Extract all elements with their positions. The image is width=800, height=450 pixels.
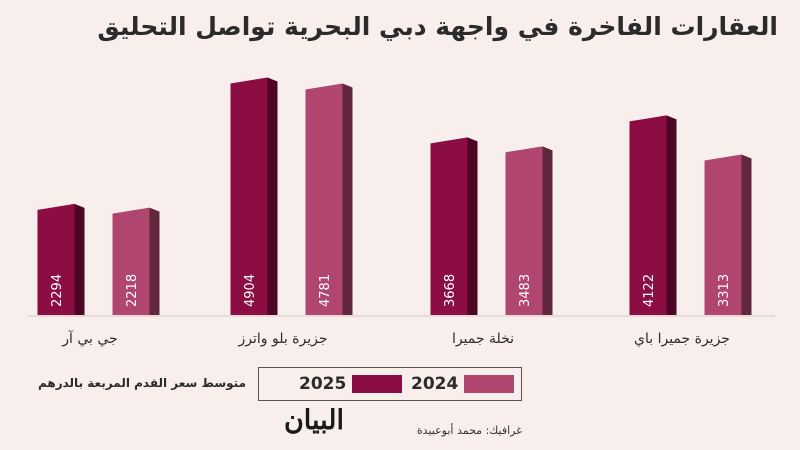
value-label-2024-3: 3313 <box>717 274 732 307</box>
bar-2024-0 <box>112 207 150 315</box>
value-label-2025-1: 4904 <box>243 274 258 307</box>
publisher-logo: البيان <box>283 405 345 436</box>
bar-side-2024-3 <box>741 154 752 315</box>
legend-label-2025: 2025 <box>299 374 347 394</box>
category-label-0: جي بي آر <box>61 330 117 347</box>
value-label-2025-2: 3668 <box>443 274 458 307</box>
legend-item-2024: 2024 <box>411 374 515 394</box>
value-label-2025-3: 4122 <box>642 274 657 307</box>
category-label-2: نخلة جميرا <box>452 331 514 347</box>
bar-chart: 2294 2218 جي بي آر 4904 4781 جزيرة بلو واترز 3… <box>28 77 775 347</box>
bar-2024-3 <box>704 154 742 315</box>
bar-2024-2 <box>505 146 543 315</box>
bar-2025-1 <box>230 77 268 315</box>
bar-side-2025-2 <box>467 137 478 315</box>
bar-side-2024-2 <box>542 146 553 315</box>
bar-2025-3 <box>629 115 667 316</box>
bar-side-2025-1 <box>267 77 278 315</box>
graphic-credit: غرافيك: محمد أبوعبيدة <box>416 424 522 437</box>
legend-swatch-2024 <box>464 375 515 393</box>
value-label-2024-1: 4781 <box>318 274 333 307</box>
bar-side-2025-3 <box>666 115 677 316</box>
bar-2025-2 <box>430 137 468 315</box>
legend-caption: متوسط سعر القدم المربعة بالدرهم <box>37 376 246 390</box>
category-label-1: جزيرة بلو واترز <box>237 331 327 347</box>
legend-label-2024: 2024 <box>411 374 459 394</box>
bar-side-2024-0 <box>149 207 160 315</box>
value-label-2024-0: 2218 <box>125 274 140 307</box>
bar-side-2024-1 <box>342 83 353 315</box>
legend-swatch-2025 <box>352 375 403 393</box>
chart-title: العقارات الفاخرة في واجهة دبي البحرية تو… <box>97 12 778 41</box>
legend: 2025 2024 <box>258 367 522 401</box>
legend-item-2025: 2025 <box>299 374 403 394</box>
category-label-3: جزيرة جميرا باي <box>634 331 730 347</box>
value-label-2024-2: 3483 <box>518 274 533 307</box>
bar-side-2025-0 <box>74 203 85 315</box>
bar-2024-1 <box>305 83 343 315</box>
value-label-2025-0: 2294 <box>50 274 65 307</box>
bar-2025-0 <box>37 203 75 315</box>
